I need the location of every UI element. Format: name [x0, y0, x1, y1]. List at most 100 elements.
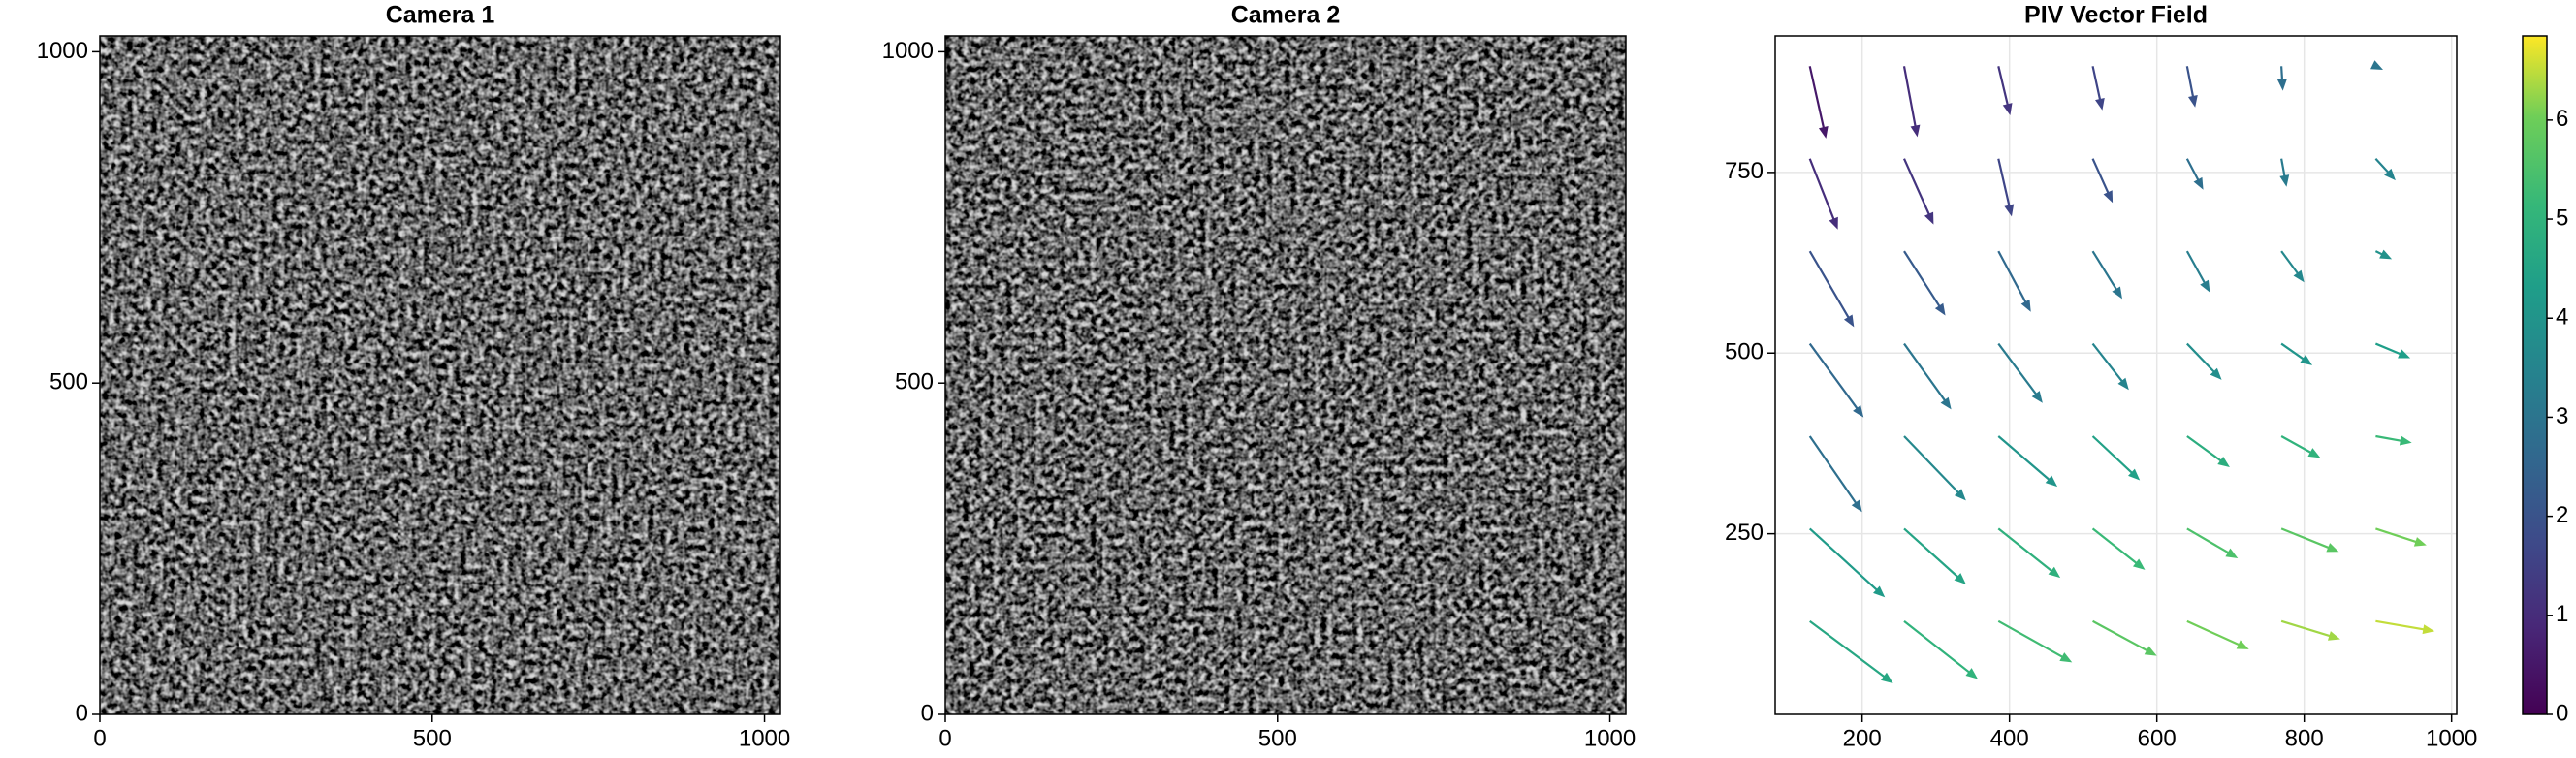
arrow-head — [2210, 367, 2222, 380]
arrow — [2374, 342, 2411, 359]
arrow-shaft — [2375, 434, 2405, 443]
axes-frame — [1774, 35, 2458, 715]
arrow-shaft — [2186, 527, 2233, 556]
arrow-shaft — [1903, 250, 1943, 311]
colorbar-tick-label: 1 — [2556, 601, 2568, 627]
arrow-head — [2002, 103, 2013, 116]
y-tick-label: 1000 — [882, 38, 934, 64]
arrow-shaft — [2185, 66, 2195, 101]
arrow-shaft — [2091, 527, 2141, 567]
arrow — [1808, 435, 1862, 513]
arrow-shaft — [2091, 158, 2112, 198]
arrow-head — [1954, 573, 1966, 584]
y-tick-label: 0 — [76, 700, 88, 726]
arrow-head — [2307, 448, 2321, 458]
arrow — [1997, 158, 2015, 217]
x-tick-label: 500 — [1258, 725, 1297, 751]
arrow — [1809, 619, 1893, 683]
x-tick-label: 1000 — [2426, 725, 2477, 751]
x-tick-label: 0 — [938, 725, 951, 751]
arrow — [2280, 435, 2321, 458]
arrow-head — [2004, 204, 2015, 217]
arrow-head — [1853, 404, 1864, 418]
arrow — [1902, 66, 1921, 138]
arrow-shaft — [2185, 250, 2208, 287]
y-tick-label: 500 — [49, 369, 88, 395]
arrow — [2186, 619, 2249, 649]
arrow-shaft — [1808, 342, 1860, 413]
arrow — [1903, 342, 1952, 410]
arrow-head — [1965, 668, 1978, 679]
arrow-shaft — [1808, 435, 1860, 507]
arrow — [1903, 250, 1946, 316]
arrow — [1997, 619, 2073, 663]
arrow-shaft — [1997, 342, 2040, 398]
arrow-shaft — [2186, 435, 2225, 464]
arrow — [2091, 250, 2122, 300]
arrow-head — [2103, 190, 2114, 204]
colorbar-tick-label: 3 — [2556, 403, 2568, 429]
arrow-head — [2276, 79, 2287, 91]
arrow — [2279, 158, 2290, 187]
arrow — [1997, 527, 2061, 579]
arrow-shaft — [1997, 619, 2067, 660]
arrow-head — [1880, 672, 1893, 683]
x-tick-label: 800 — [2285, 725, 2324, 751]
arrow-shaft — [2091, 435, 2136, 477]
y-tick-label: 500 — [1725, 339, 1764, 365]
arrow-head — [2236, 640, 2249, 649]
y-tick-label: 250 — [1725, 520, 1764, 546]
arrow-head — [2300, 354, 2313, 365]
arrow — [2375, 434, 2412, 446]
arrow-head — [2326, 543, 2339, 553]
arrow-head — [2279, 174, 2290, 187]
axes-frame — [99, 35, 781, 715]
arrow-head — [2187, 95, 2198, 108]
arrow-shaft — [2280, 342, 2307, 363]
arrow-head — [2193, 176, 2204, 190]
arrow — [2280, 527, 2339, 553]
arrow-head — [2399, 435, 2412, 446]
arrow-head — [2327, 631, 2340, 641]
arrow-head — [2370, 60, 2383, 71]
colorbar-tick-label: 0 — [2556, 700, 2568, 726]
arrow-shaft — [2280, 619, 2335, 639]
colorbar-tick-label: 4 — [2556, 304, 2568, 331]
arrow-shaft — [1903, 435, 1962, 496]
arrow-head — [2144, 646, 2157, 656]
colorbar — [2522, 35, 2548, 715]
arrow-shaft — [1902, 66, 1918, 131]
arrow — [2092, 619, 2157, 656]
colorbar-tick-label: 6 — [2556, 106, 2568, 132]
arrow-head — [2048, 566, 2061, 579]
arrow — [1997, 250, 2031, 312]
arrow — [2091, 527, 2146, 570]
arrow-head — [1940, 396, 1952, 410]
colorbar-tick-label: 2 — [2556, 502, 2568, 528]
y-tick-label: 500 — [895, 369, 934, 395]
x-tick-label: 500 — [413, 725, 452, 751]
arrow — [2186, 435, 2230, 468]
arrow — [2185, 158, 2204, 190]
x-tick-label: 0 — [93, 725, 106, 751]
panel-title: PIV Vector Field — [2024, 2, 2208, 29]
arrow-head — [1873, 585, 1886, 598]
arrow — [1808, 342, 1864, 418]
arrow-shaft — [1903, 527, 1962, 581]
axes-frame — [944, 35, 1627, 715]
arrow — [1997, 342, 2043, 403]
x-tick-label: 600 — [2138, 725, 2177, 751]
arrow — [2186, 342, 2222, 380]
arrow-head — [2117, 377, 2129, 391]
colorbar-tick-label: 5 — [2556, 205, 2568, 231]
arrow-head — [1818, 126, 1829, 139]
arrow-head — [2379, 249, 2393, 260]
arrow-head — [2132, 558, 2146, 570]
arrow-shaft — [2280, 527, 2334, 551]
arrow — [2370, 60, 2383, 71]
arrow-shaft — [1808, 250, 1852, 322]
arrow — [2185, 250, 2210, 293]
arrow-shaft — [2092, 619, 2151, 654]
arrow — [2280, 250, 2305, 283]
arrow-shaft — [2280, 250, 2302, 278]
